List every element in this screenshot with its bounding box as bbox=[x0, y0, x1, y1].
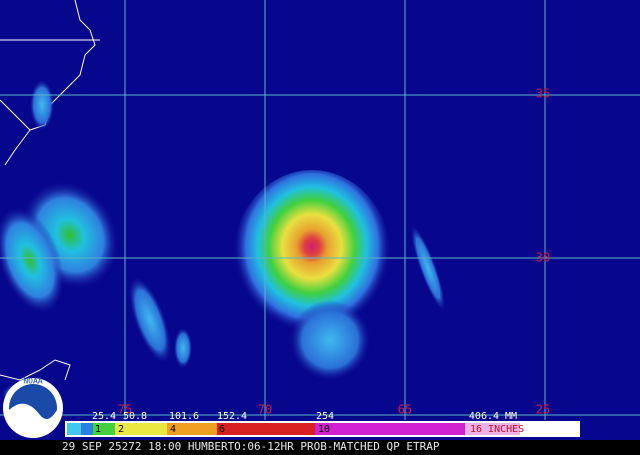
legend-swatch bbox=[93, 423, 115, 435]
legend-swatch bbox=[520, 423, 578, 435]
footer-caption: 29 SEP 25272 18:00 HUMBERTO:06-12HR PROB… bbox=[62, 440, 440, 453]
rain-area bbox=[174, 328, 192, 368]
legend-mm-label: 25.4 bbox=[92, 411, 116, 422]
longitude-label: 65 bbox=[398, 403, 412, 417]
legend-swatch bbox=[465, 423, 520, 435]
rain-area bbox=[410, 225, 446, 311]
legend-swatch bbox=[67, 423, 81, 435]
rain-area bbox=[0, 207, 64, 313]
legend-swatch bbox=[217, 423, 315, 435]
latitude-label: 25 bbox=[536, 403, 550, 417]
legend-inch-label: 10 bbox=[318, 424, 330, 435]
rain-area bbox=[30, 80, 54, 130]
logo-text: NOAA bbox=[23, 377, 42, 386]
legend-swatch bbox=[115, 423, 167, 435]
latitude-label: 30 bbox=[536, 251, 550, 265]
legend-inch-label: 16 INCHES bbox=[470, 424, 524, 435]
legend bbox=[65, 421, 580, 437]
rain-area bbox=[290, 300, 370, 380]
longitude-label: 70 bbox=[258, 403, 272, 417]
legend-mm-label: 406.4 MM bbox=[469, 411, 517, 422]
legend-inch-label: 1 bbox=[95, 424, 101, 435]
rain-core bbox=[234, 170, 390, 340]
noaa-logo: NOAA bbox=[3, 377, 63, 438]
legend-mm-label: 152.4 bbox=[217, 411, 247, 422]
legend-swatch bbox=[315, 423, 465, 435]
latitude-label: 35 bbox=[536, 87, 550, 101]
logo-bird bbox=[9, 403, 57, 434]
legend-inch-label: 6 bbox=[219, 424, 225, 435]
legend-mm-label: 101.6 bbox=[169, 411, 199, 422]
legend-mm-label: 254 bbox=[316, 411, 334, 422]
grid bbox=[0, 0, 640, 420]
legend-swatch bbox=[81, 423, 93, 435]
legend-mm-label: 50.8 bbox=[123, 411, 147, 422]
rain-area bbox=[129, 277, 171, 363]
legend-swatch bbox=[167, 423, 217, 435]
legend-inch-label: 4 bbox=[170, 424, 176, 435]
legend-inch-label: 2 bbox=[118, 424, 124, 435]
longitude-label: 75 bbox=[118, 403, 132, 417]
